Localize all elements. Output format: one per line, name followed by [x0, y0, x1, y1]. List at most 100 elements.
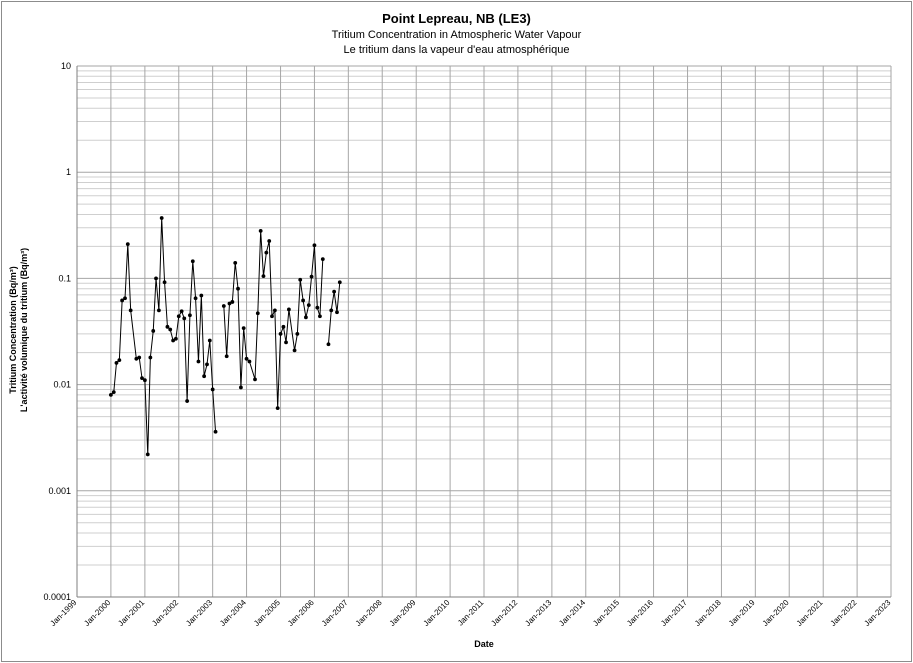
data-point: [125, 242, 130, 247]
data-point: [207, 338, 212, 343]
data-point: [309, 274, 314, 279]
data-point: [128, 308, 133, 313]
chart-title: Point Lepreau, NB (LE3): [382, 11, 531, 26]
data-point: [267, 239, 272, 243]
x-axis-label: Date: [474, 639, 494, 649]
data-point: [315, 305, 320, 310]
data-point: [255, 311, 260, 316]
data-point: [224, 354, 229, 359]
data-point: [258, 229, 263, 233]
x-tick-label: Jan-2015: [591, 598, 621, 628]
data-point: [284, 340, 288, 345]
data-point: [335, 310, 339, 315]
data-point: [236, 286, 240, 291]
x-tick-label: Jan-2001: [116, 598, 146, 628]
data-point: [337, 280, 342, 285]
data-point: [227, 301, 232, 306]
data-point: [210, 387, 215, 392]
data-point: [292, 348, 297, 353]
data-point: [281, 324, 286, 329]
data-point: [134, 356, 139, 361]
y-tick-label: 0.0001: [43, 592, 71, 602]
data-point: [205, 362, 209, 367]
x-tick-label: Jan-2021: [795, 598, 825, 628]
data-series: [108, 216, 342, 457]
data-point: [117, 358, 122, 363]
data-point: [176, 314, 181, 319]
x-tick-label: Jan-2009: [388, 598, 418, 628]
data-point: [329, 308, 334, 313]
x-tick-label: Jan-2010: [422, 598, 452, 628]
vertical-gridlines: [76, 66, 892, 597]
data-point: [157, 308, 161, 313]
data-point: [140, 376, 144, 381]
x-tick-label: Jan-2017: [659, 598, 689, 628]
data-point: [193, 296, 198, 301]
data-point: [221, 304, 226, 308]
data-point: [278, 332, 283, 336]
data-point: [188, 313, 192, 318]
x-tick-label: Jan-2005: [252, 598, 282, 628]
data-point: [241, 326, 246, 331]
axes: [76, 66, 891, 598]
data-point: [239, 385, 243, 390]
data-point: [253, 377, 257, 382]
data-point: [108, 392, 113, 397]
data-point: [318, 314, 322, 319]
data-point: [304, 315, 308, 320]
x-tick-label: Jan-2002: [150, 598, 180, 628]
data-point: [142, 378, 147, 383]
x-tick-label: Jan-2020: [761, 598, 791, 628]
data-point: [270, 314, 274, 319]
data-point: [137, 355, 142, 360]
data-point: [159, 216, 164, 220]
x-tick-label: Jan-2014: [557, 598, 587, 628]
x-tick-label: Jan-2022: [829, 598, 859, 628]
y-tick-label: 0.1: [58, 273, 71, 283]
y-tick-label: 0.01: [53, 380, 71, 390]
data-point: [326, 342, 331, 347]
x-tick-label: Jan-2019: [727, 598, 757, 628]
data-point: [264, 250, 269, 255]
data-point: [165, 324, 170, 329]
data-point: [306, 303, 311, 308]
data-point: [123, 296, 127, 301]
x-tick-label: Jan-2003: [184, 598, 214, 628]
data-point: [272, 308, 277, 313]
data-point: [287, 307, 291, 312]
data-point: [244, 356, 249, 361]
series-line: [223, 230, 324, 409]
y-tick-label: 10: [61, 61, 71, 71]
x-tick-label: Jan-2016: [625, 598, 655, 628]
x-tick-label: Jan-2018: [693, 598, 723, 628]
y-axis-label-fr: L'activité volumique du tritium (Bq/m³): [19, 247, 29, 413]
data-point: [202, 374, 207, 379]
y-axis-label-en: Tritium Concentration (Bq/m³): [8, 266, 18, 394]
data-point: [332, 289, 337, 294]
data-point: [162, 280, 167, 285]
x-tick-label: Jan-2004: [218, 598, 248, 628]
data-point: [247, 359, 252, 364]
data-point: [298, 277, 303, 282]
data-point: [114, 361, 119, 365]
data-point: [148, 355, 153, 360]
x-tick-label: Jan-2023: [862, 598, 892, 628]
data-point: [312, 243, 317, 248]
x-tick-label: Jan-2013: [523, 598, 553, 628]
y-tick-label: 0.001: [48, 486, 71, 496]
x-tick-label: Jan-2008: [354, 598, 384, 628]
data-point: [275, 406, 280, 411]
data-point: [179, 309, 184, 314]
data-point: [190, 259, 195, 264]
x-tick-label: Jan-2007: [320, 598, 350, 628]
x-tick-label: Jan-1999: [48, 598, 78, 628]
chart-subtitle-en: Tritium Concentration in Atmospheric Wat…: [331, 29, 582, 41]
data-point: [171, 338, 176, 343]
data-point: [233, 260, 238, 265]
data-point: [230, 300, 235, 304]
x-tick-label: Jan-2012: [489, 598, 519, 628]
data-point: [196, 359, 201, 364]
series-line: [110, 218, 217, 455]
data-point: [145, 452, 150, 457]
